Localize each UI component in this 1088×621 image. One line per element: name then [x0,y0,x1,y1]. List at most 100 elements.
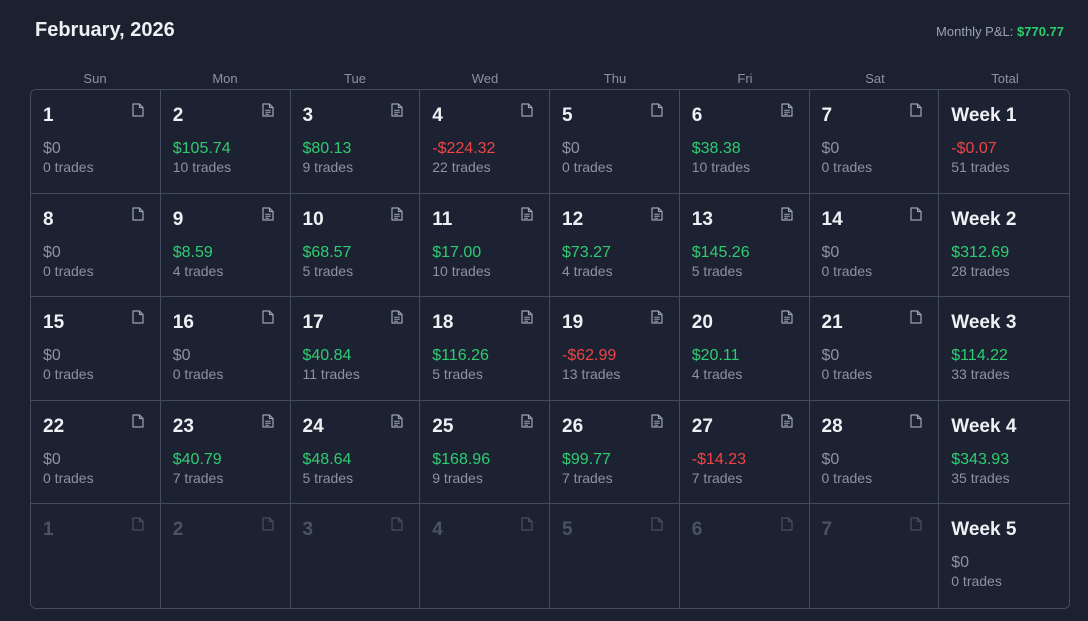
blank-note-icon[interactable] [261,517,274,531]
week-total-cell: Week 4 $343.93 35 trades [939,400,1069,505]
blank-note-icon[interactable] [132,206,144,221]
weekday-mon: Mon [212,71,238,86]
calendar-day-cell[interactable]: 21 $0 0 trades [809,297,940,401]
calendar-day-cell[interactable]: 3 $80.13 9 trades [290,90,421,194]
calendar-day-cell[interactable]: 24 $48.64 5 trades [290,400,421,505]
blank-note-icon[interactable] [651,517,663,531]
calendar-day-cell[interactable]: 2 $105.74 10 trades [160,90,291,194]
calendar-day-cell-outside-month[interactable]: 5 [550,504,680,608]
note-icon[interactable] [261,414,274,428]
blank-note-icon[interactable] [910,103,922,117]
calendar-day-cell[interactable]: 14 $0 0 trades [809,193,940,298]
note-icon[interactable] [391,310,403,324]
day-trade-count: 0 trades [43,366,94,383]
blank-note-icon[interactable] [132,103,144,117]
calendar-day-cell[interactable]: 17 $40.84 11 trades [290,297,421,401]
note-icon[interactable] [651,310,663,324]
note-icon[interactable] [521,206,533,221]
weekday-tue: Tue [344,71,366,86]
calendar-day-cell[interactable]: 16 $0 0 trades [160,297,291,401]
calendar-day-cell-outside-month[interactable]: 4 [420,504,550,608]
calendar-day-cell[interactable]: 27 -$14.23 7 trades [679,400,810,505]
calendar-day-cell[interactable]: 12 $73.27 4 trades [550,193,680,298]
note-icon[interactable] [521,414,533,428]
note-icon[interactable] [261,206,274,221]
calendar-day-cell[interactable]: 10 $68.57 5 trades [290,193,421,298]
blank-note-icon[interactable] [132,517,144,531]
blank-note-icon[interactable] [910,310,922,324]
calendar-day-cell-outside-month[interactable]: 7 [809,504,940,608]
day-number: 13 [691,208,713,230]
blank-note-icon[interactable] [132,414,144,428]
day-trade-count: 13 trades [562,366,621,383]
week-pnl: -$0.07 [951,140,997,157]
note-icon[interactable] [780,206,793,221]
day-pnl: $145.26 [691,243,750,261]
day-trade-count: 5 trades [302,262,354,279]
note-icon[interactable] [391,103,403,117]
day-number: 22 [43,415,65,437]
blank-note-icon[interactable] [261,310,274,324]
day-pnl: $0 [43,450,61,468]
calendar-day-cell[interactable]: 23 $40.79 7 trades [160,400,291,505]
day-trade-count: 5 trades [691,262,743,279]
blank-note-icon[interactable] [521,103,533,117]
blank-note-icon[interactable] [910,206,922,221]
day-pnl: $0 [821,450,840,468]
calendar-day-cell-outside-month[interactable]: 2 [160,504,291,608]
note-icon[interactable] [651,414,663,428]
day-number: 18 [432,312,454,334]
blank-note-icon[interactable] [780,517,793,531]
day-number: 1 [43,105,54,126]
day-pnl: -$224.32 [432,140,496,157]
calendar-day-cell-outside-month[interactable]: 3 [290,504,421,608]
calendar-day-cell[interactable]: 4 -$224.32 22 trades [420,90,550,194]
blank-note-icon[interactable] [910,414,922,428]
calendar-day-cell[interactable]: 20 $20.11 4 trades [679,297,810,401]
calendar-day-cell[interactable]: 19 -$62.99 13 trades [550,297,680,401]
calendar-day-cell[interactable]: 9 $8.59 4 trades [160,193,291,298]
calendar-day-cell[interactable]: 22 $0 0 trades [31,400,161,505]
day-number: 5 [562,519,573,541]
note-icon[interactable] [261,103,274,117]
note-icon[interactable] [651,206,663,221]
calendar-day-cell[interactable]: 13 $145.26 5 trades [679,193,810,298]
calendar-day-cell[interactable]: 8 $0 0 trades [31,193,161,298]
calendar-day-cell[interactable]: 26 $99.77 7 trades [550,400,680,505]
day-pnl: $168.96 [432,450,491,468]
day-trade-count: 0 trades [172,366,224,383]
day-number: 7 [821,105,833,126]
note-icon[interactable] [521,310,533,324]
day-pnl: $20.11 [691,347,740,365]
blank-note-icon[interactable] [521,517,533,531]
calendar-day-cell[interactable]: 1 $0 0 trades [31,90,161,194]
calendar-day-cell[interactable]: 25 $168.96 9 trades [420,400,550,505]
calendar-day-cell[interactable]: 7 $0 0 trades [809,90,940,194]
note-icon[interactable] [780,310,793,324]
day-pnl: $99.77 [562,450,611,468]
blank-note-icon[interactable] [651,103,663,117]
week-trade-count: 33 trades [951,366,1010,383]
day-pnl: $0 [172,347,191,365]
calendar-day-cell[interactable]: 18 $116.26 5 trades [420,297,550,401]
calendar-day-cell[interactable]: 28 $0 0 trades [809,400,940,505]
day-pnl: $0 [821,243,840,261]
note-icon[interactable] [780,103,793,117]
blank-note-icon[interactable] [391,517,403,531]
blank-note-icon[interactable] [910,517,922,531]
calendar-day-cell[interactable]: 11 $17.00 10 trades [420,193,550,298]
day-trade-count: 10 trades [432,262,491,279]
note-icon[interactable] [391,414,403,428]
calendar-day-cell[interactable]: 6 $38.38 10 trades [679,90,810,194]
blank-note-icon[interactable] [132,310,144,324]
day-pnl: $40.79 [172,450,222,468]
day-number: 6 [691,519,703,541]
day-trade-count: 10 trades [172,159,232,175]
note-icon[interactable] [780,414,793,428]
calendar-day-cell-outside-month[interactable]: 6 [679,504,810,608]
day-number: 5 [562,105,573,126]
calendar-day-cell[interactable]: 5 $0 0 trades [550,90,680,194]
calendar-day-cell[interactable]: 15 $0 0 trades [31,297,161,401]
calendar-day-cell-outside-month[interactable]: 1 [31,504,161,608]
note-icon[interactable] [391,206,403,221]
